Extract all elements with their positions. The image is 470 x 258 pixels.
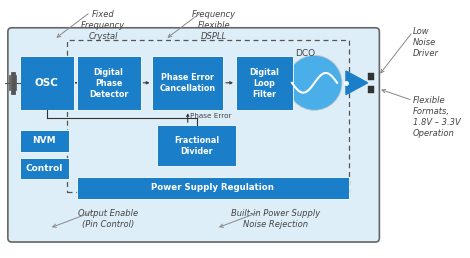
Text: OSC: OSC — [35, 78, 59, 88]
Text: NVM: NVM — [32, 136, 56, 145]
Bar — [20, 56, 74, 110]
Text: Frequency
Flexible
DSPLL: Frequency Flexible DSPLL — [192, 10, 236, 41]
Bar — [67, 39, 349, 192]
Text: DCO: DCO — [295, 49, 315, 58]
Bar — [20, 130, 69, 152]
FancyBboxPatch shape — [8, 28, 379, 242]
Text: Phase Error: Phase Error — [190, 113, 231, 119]
Bar — [236, 56, 293, 110]
Bar — [77, 56, 141, 110]
Text: Control: Control — [25, 164, 63, 173]
Bar — [157, 125, 236, 166]
Text: Fractional
Divider: Fractional Divider — [174, 136, 219, 156]
Circle shape — [287, 55, 342, 110]
Text: Low
Noise
Driver: Low Noise Driver — [413, 27, 439, 58]
Bar — [368, 73, 375, 80]
Text: Digital
Phase
Detector: Digital Phase Detector — [89, 68, 128, 99]
Text: Output Enable
(Pin Control): Output Enable (Pin Control) — [78, 209, 138, 229]
Text: Flexible
Formats,
1.8V – 3.3V
Operation: Flexible Formats, 1.8V – 3.3V Operation — [413, 95, 461, 138]
Bar — [368, 86, 375, 93]
Text: Power Supply Regulation: Power Supply Regulation — [151, 183, 274, 192]
Text: Built-in Power Supply
Noise Rejection: Built-in Power Supply Noise Rejection — [231, 209, 320, 229]
Bar — [152, 56, 223, 110]
Bar — [77, 177, 349, 199]
Text: Digital
Loop
Filter: Digital Loop Filter — [250, 68, 279, 99]
Text: Fixed
Frequency
Crystal: Fixed Frequency Crystal — [81, 10, 125, 41]
Polygon shape — [346, 71, 368, 95]
Text: Phase Error
Cancellation: Phase Error Cancellation — [160, 74, 216, 93]
Bar — [20, 157, 69, 179]
